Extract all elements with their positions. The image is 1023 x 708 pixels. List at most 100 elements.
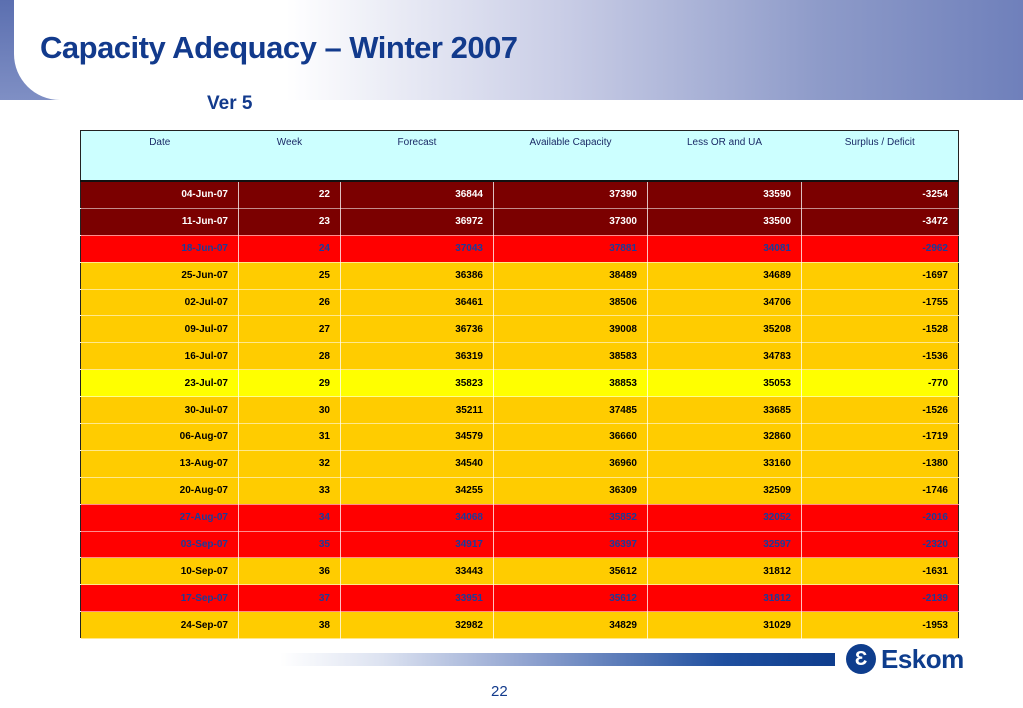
cell-date: 11-Jun-07 [80, 208, 239, 236]
cell-forecast: 36461 [340, 289, 494, 317]
cell-surplus-deficit: -3472 [801, 208, 959, 236]
cell-date: 24-Sep-07 [80, 611, 239, 640]
cell-surplus-deficit: -2962 [801, 235, 959, 263]
cell-week: 35 [238, 531, 341, 559]
cell-forecast: 36736 [340, 315, 494, 344]
cell-week: 28 [238, 342, 341, 371]
column-header-week: Week [238, 130, 341, 182]
cell-date: 09-Jul-07 [80, 315, 239, 344]
cell-less-or-ua: 33685 [647, 396, 802, 425]
cell-date: 06-Aug-07 [80, 423, 239, 451]
cell-available-capacity: 36660 [493, 423, 648, 451]
eskom-logo-text: Eskom [881, 644, 964, 674]
cell-available-capacity: 38489 [493, 262, 648, 290]
cell-date: 30-Jul-07 [80, 396, 239, 425]
cell-surplus-deficit: -1697 [801, 262, 959, 290]
cell-week: 24 [238, 235, 341, 263]
table-row: 06-Aug-07 31 34579 36660 32860 -1719 [80, 423, 959, 451]
cell-date: 18-Jun-07 [80, 235, 239, 263]
cell-forecast: 35211 [340, 396, 494, 425]
cell-date: 23-Jul-07 [80, 369, 239, 398]
column-header-forecast: Forecast [340, 130, 494, 182]
cell-week: 36 [238, 557, 341, 586]
cell-less-or-ua: 32509 [647, 477, 802, 505]
cell-week: 22 [238, 181, 341, 209]
cell-surplus-deficit: -1746 [801, 477, 959, 505]
table-row: 20-Aug-07 33 34255 36309 32509 -1746 [80, 477, 959, 505]
cell-forecast: 36972 [340, 208, 494, 236]
cell-less-or-ua: 31029 [647, 611, 802, 640]
cell-date: 16-Jul-07 [80, 342, 239, 371]
cell-surplus-deficit: -1528 [801, 315, 959, 344]
cell-less-or-ua: 31812 [647, 557, 802, 586]
table-row: 18-Jun-07 24 37043 37881 34081 -2962 [80, 235, 959, 263]
cell-available-capacity: 38583 [493, 342, 648, 371]
column-header-surplus-deficit: Surplus / Deficit [801, 130, 959, 182]
table-row: 04-Jun-07 22 36844 37390 33590 -3254 [80, 181, 959, 209]
cell-available-capacity: 37485 [493, 396, 648, 425]
cell-available-capacity: 38853 [493, 369, 648, 398]
eskom-logo: Ɛ Eskom [846, 644, 972, 678]
table-body: 04-Jun-07 22 36844 37390 33590 -3254 11-Jun-07… [80, 181, 959, 640]
cell-available-capacity: 35612 [493, 557, 648, 586]
cell-forecast: 34579 [340, 423, 494, 451]
cell-forecast: 36386 [340, 262, 494, 290]
cell-surplus-deficit: -1719 [801, 423, 959, 451]
table-header-row: Date Week Forecast Available Capacity Le… [80, 130, 959, 182]
cell-available-capacity: 35852 [493, 504, 648, 532]
cell-week: 33 [238, 477, 341, 505]
table-row: 02-Jul-07 26 36461 38506 34706 -1755 [80, 289, 959, 317]
cell-surplus-deficit: -1536 [801, 342, 959, 371]
cell-available-capacity: 37390 [493, 181, 648, 209]
cell-less-or-ua: 35053 [647, 369, 802, 398]
cell-available-capacity: 36309 [493, 477, 648, 505]
column-header-available-capacity: Available Capacity [493, 130, 648, 182]
cell-surplus-deficit: -1380 [801, 450, 959, 478]
cell-forecast: 32982 [340, 611, 494, 640]
cell-week: 23 [238, 208, 341, 236]
cell-less-or-ua: 32052 [647, 504, 802, 532]
capacity-table: Date Week Forecast Available Capacity Le… [80, 130, 959, 640]
cell-forecast: 36844 [340, 181, 494, 209]
cell-less-or-ua: 33500 [647, 208, 802, 236]
cell-available-capacity: 37300 [493, 208, 648, 236]
table-row: 23-Jul-07 29 35823 38853 35053 -770 [80, 369, 959, 398]
cell-less-or-ua: 34706 [647, 289, 802, 317]
cell-date: 02-Jul-07 [80, 289, 239, 317]
cell-surplus-deficit: -2016 [801, 504, 959, 532]
cell-surplus-deficit: -770 [801, 369, 959, 398]
cell-date: 20-Aug-07 [80, 477, 239, 505]
cell-date: 03-Sep-07 [80, 531, 239, 559]
page-number: 22 [491, 683, 508, 700]
header-band [0, 0, 1023, 100]
cell-week: 34 [238, 504, 341, 532]
table-row: 17-Sep-07 37 33951 35612 31812 -2139 [80, 584, 959, 613]
cell-forecast: 33443 [340, 557, 494, 586]
table-row: 10-Sep-07 36 33443 35612 31812 -1631 [80, 557, 959, 586]
cell-available-capacity: 34829 [493, 611, 648, 640]
cell-forecast: 34068 [340, 504, 494, 532]
cell-available-capacity: 37881 [493, 235, 648, 263]
table-row: 13-Aug-07 32 34540 36960 33160 -1380 [80, 450, 959, 478]
cell-week: 29 [238, 369, 341, 398]
table-row: 11-Jun-07 23 36972 37300 33500 -3472 [80, 208, 959, 236]
column-header-date: Date [80, 130, 239, 182]
footer-gradient-bar [280, 653, 835, 666]
cell-surplus-deficit: -1526 [801, 396, 959, 425]
table-row: 03-Sep-07 35 34917 36397 32597 -2320 [80, 531, 959, 559]
cell-forecast: 33951 [340, 584, 494, 613]
cell-less-or-ua: 35208 [647, 315, 802, 344]
cell-available-capacity: 39008 [493, 315, 648, 344]
cell-week: 32 [238, 450, 341, 478]
cell-week: 37 [238, 584, 341, 613]
cell-forecast: 36319 [340, 342, 494, 371]
cell-forecast: 34540 [340, 450, 494, 478]
cell-less-or-ua: 34689 [647, 262, 802, 290]
cell-forecast: 34255 [340, 477, 494, 505]
cell-less-or-ua: 34783 [647, 342, 802, 371]
cell-forecast: 35823 [340, 369, 494, 398]
cell-surplus-deficit: -3254 [801, 181, 959, 209]
cell-date: 13-Aug-07 [80, 450, 239, 478]
table-row: 30-Jul-07 30 35211 37485 33685 -1526 [80, 396, 959, 425]
slide-title: Capacity Adequacy – Winter 2007 [40, 30, 518, 65]
